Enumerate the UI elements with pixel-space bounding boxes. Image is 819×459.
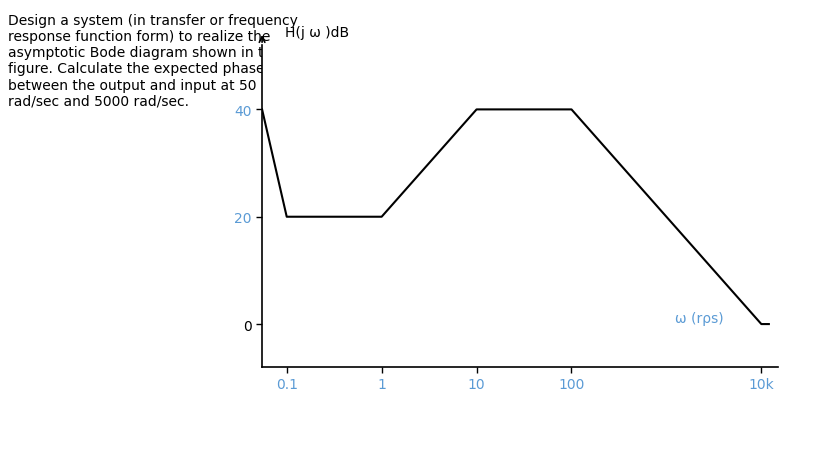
Text: Design a system (in transfer or frequency
response function form) to realize the: Design a system (in transfer or frequenc… — [8, 14, 306, 109]
Text: ω (rρs): ω (rρs) — [675, 311, 723, 325]
Text: H(j ω )dB: H(j ω )dB — [285, 26, 350, 39]
